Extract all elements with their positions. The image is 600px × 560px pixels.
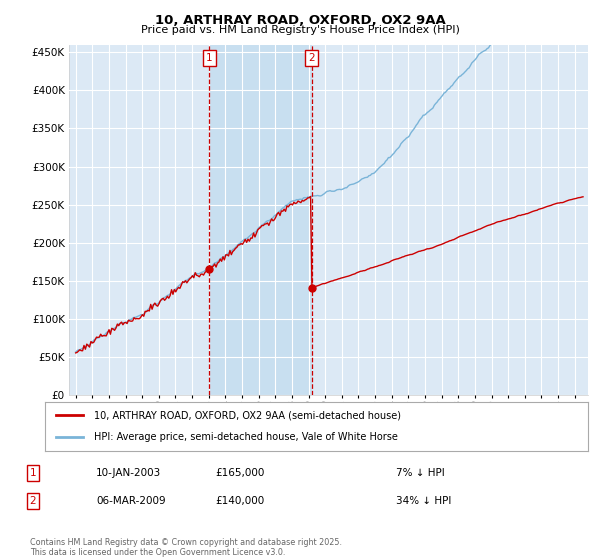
Text: HPI: Average price, semi-detached house, Vale of White Horse: HPI: Average price, semi-detached house,… — [94, 432, 398, 442]
Text: 10, ARTHRAY ROAD, OXFORD, OX2 9AA: 10, ARTHRAY ROAD, OXFORD, OX2 9AA — [155, 14, 445, 27]
Text: 1: 1 — [206, 53, 213, 63]
Bar — [209, 45, 311, 395]
Text: 7% ↓ HPI: 7% ↓ HPI — [396, 468, 445, 478]
Text: £140,000: £140,000 — [215, 496, 265, 506]
Text: 34% ↓ HPI: 34% ↓ HPI — [396, 496, 451, 506]
Text: 10, ARTHRAY ROAD, OXFORD, OX2 9AA (semi-detached house): 10, ARTHRAY ROAD, OXFORD, OX2 9AA (semi-… — [94, 410, 401, 421]
Text: Contains HM Land Registry data © Crown copyright and database right 2025.
This d: Contains HM Land Registry data © Crown c… — [30, 538, 342, 557]
Text: Price paid vs. HM Land Registry's House Price Index (HPI): Price paid vs. HM Land Registry's House … — [140, 25, 460, 35]
Text: 2: 2 — [308, 53, 315, 63]
Text: 06-MAR-2009: 06-MAR-2009 — [96, 496, 166, 506]
Text: £165,000: £165,000 — [215, 468, 265, 478]
Text: 1: 1 — [29, 468, 37, 478]
Text: 2: 2 — [29, 496, 37, 506]
Text: 10-JAN-2003: 10-JAN-2003 — [96, 468, 161, 478]
